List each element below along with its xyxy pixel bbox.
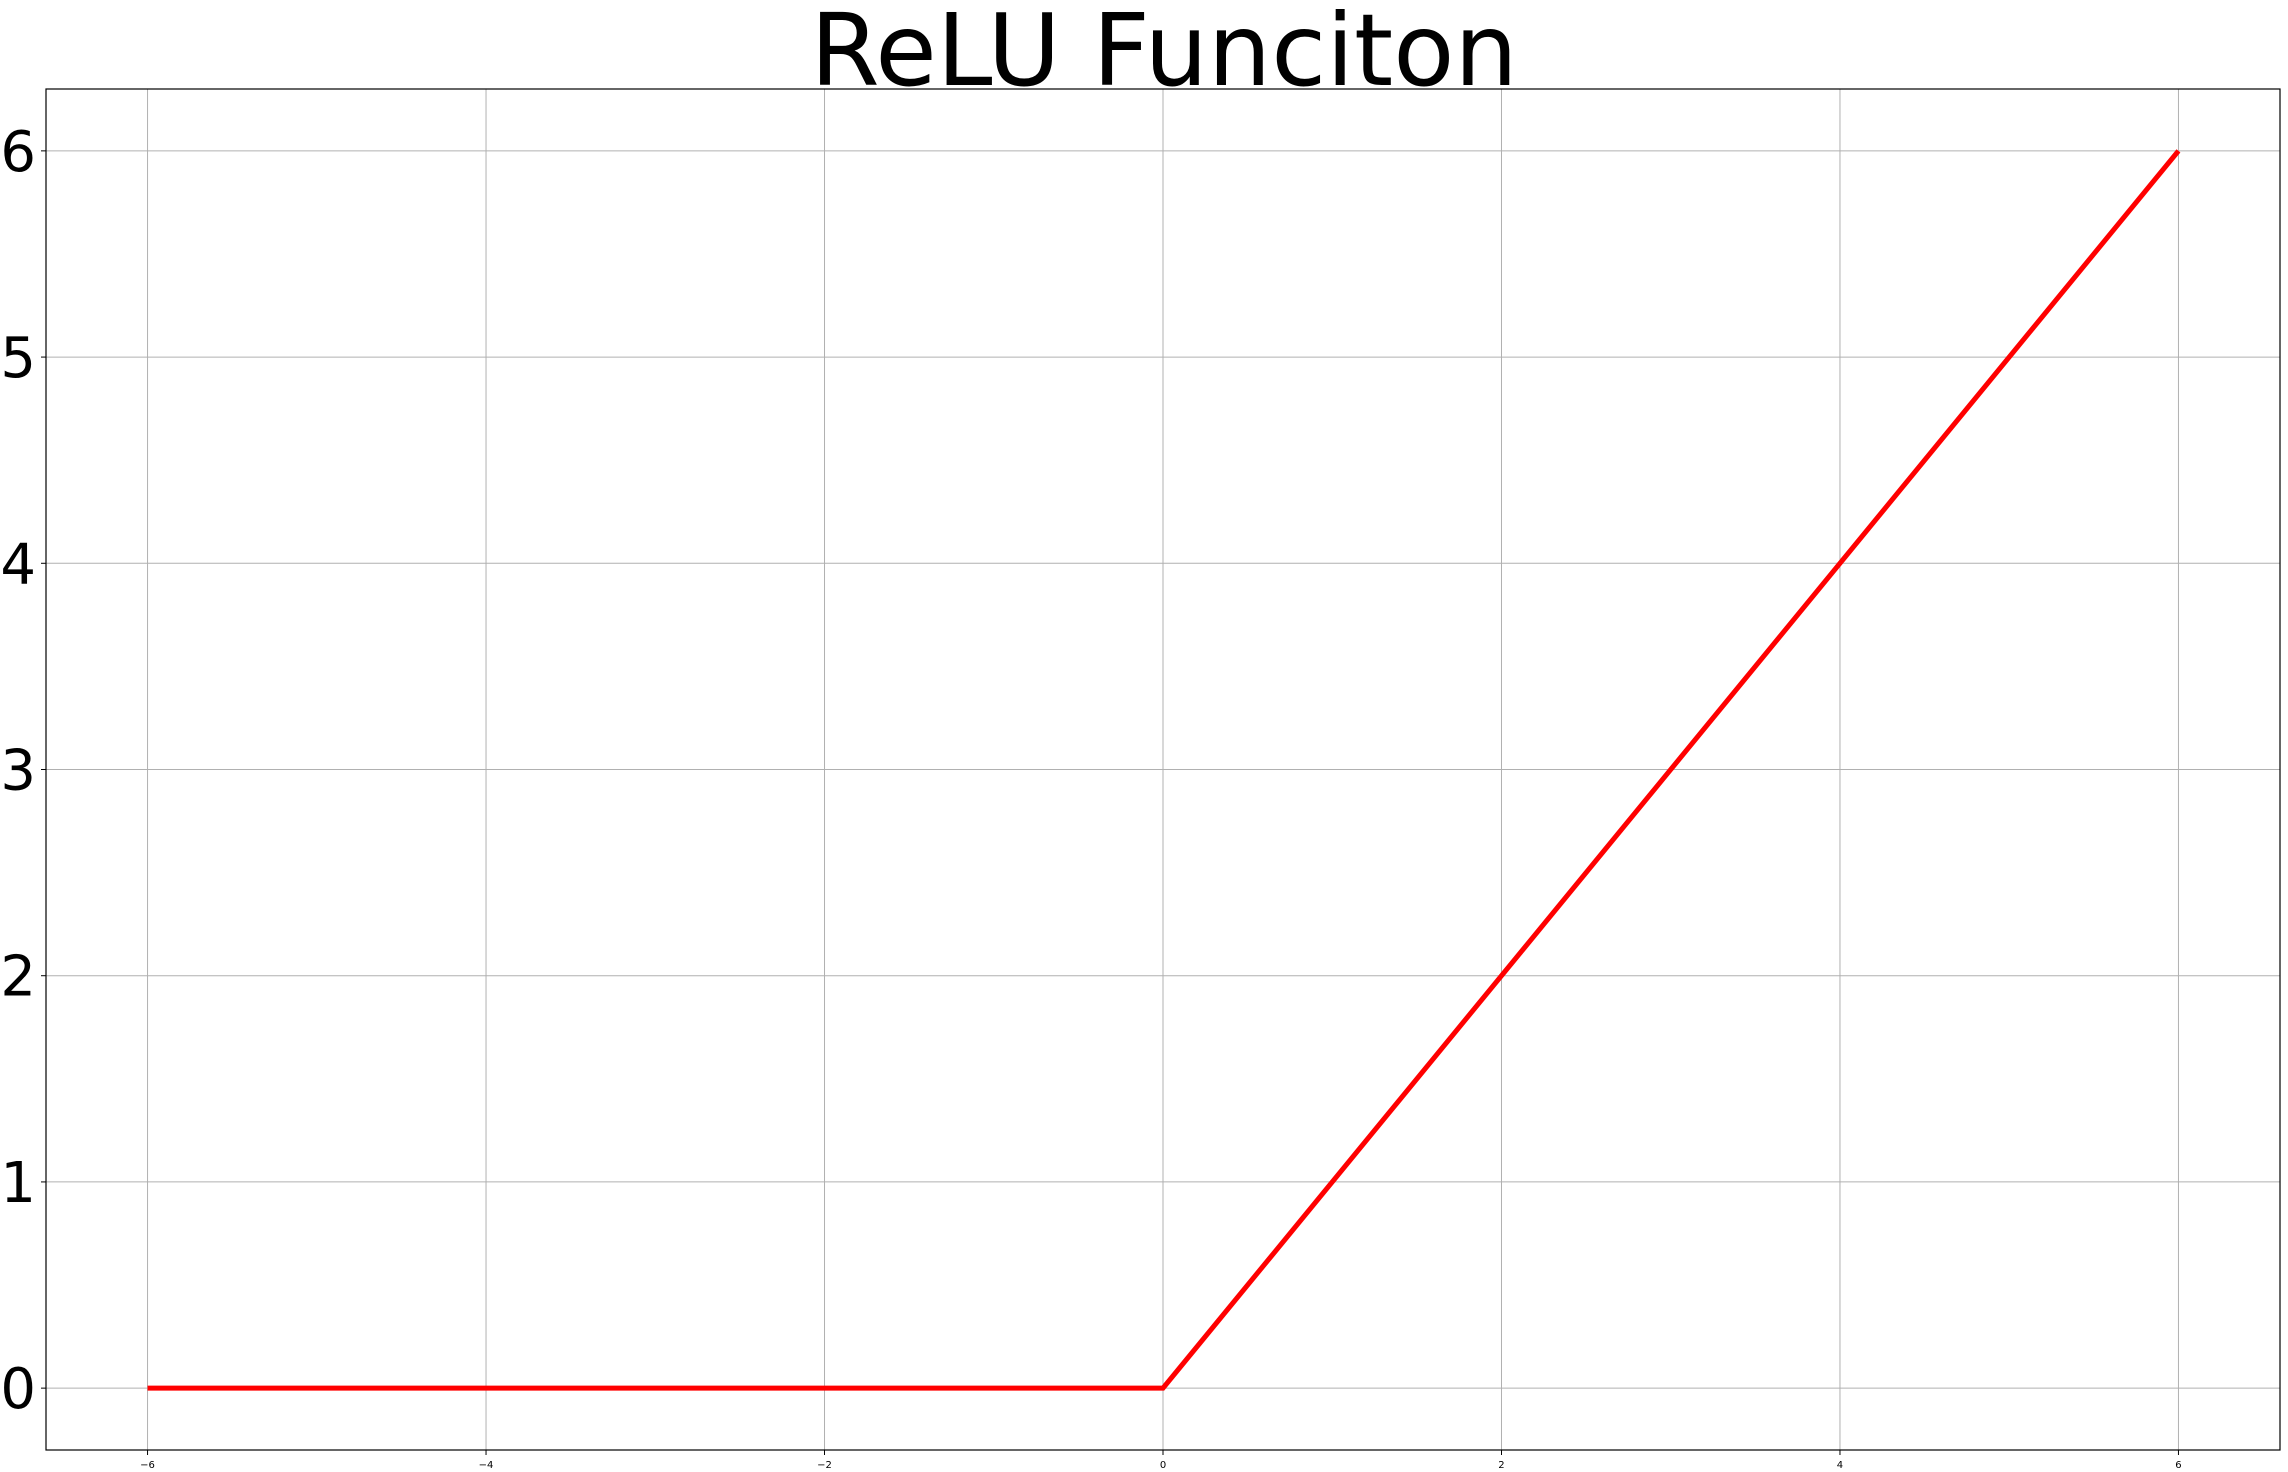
chart-title: ReLU Funciton	[810, 0, 1518, 109]
x-tick-label: 2	[1498, 1460, 1504, 1471]
x-tick-label: 0	[1160, 1460, 1166, 1471]
y-tick-label: 5	[0, 326, 36, 391]
x-tick-label: 4	[1837, 1460, 1843, 1471]
y-tick-label: 6	[0, 120, 36, 185]
grid-layer	[46, 89, 2280, 1450]
x-tick-label: 6	[2175, 1460, 2181, 1471]
series-layer	[147, 149, 2181, 1391]
y-tick-label: 4	[0, 532, 36, 597]
y-axis-ticks: 0 1 2 3 4 5 6	[0, 120, 46, 1422]
y-tick-label: 2	[0, 945, 36, 1010]
relu-series-line	[147, 149, 2181, 1391]
x-tick-label: −2	[817, 1460, 832, 1471]
x-axis-ticks: −6 −4 −2 0 2 4 6	[140, 1450, 2182, 1471]
y-tick-label: 1	[0, 1151, 36, 1216]
x-tick-label: −4	[479, 1460, 494, 1471]
x-tick-label: −6	[140, 1460, 155, 1471]
y-tick-label: 0	[0, 1357, 36, 1422]
y-tick-label: 3	[0, 739, 36, 804]
